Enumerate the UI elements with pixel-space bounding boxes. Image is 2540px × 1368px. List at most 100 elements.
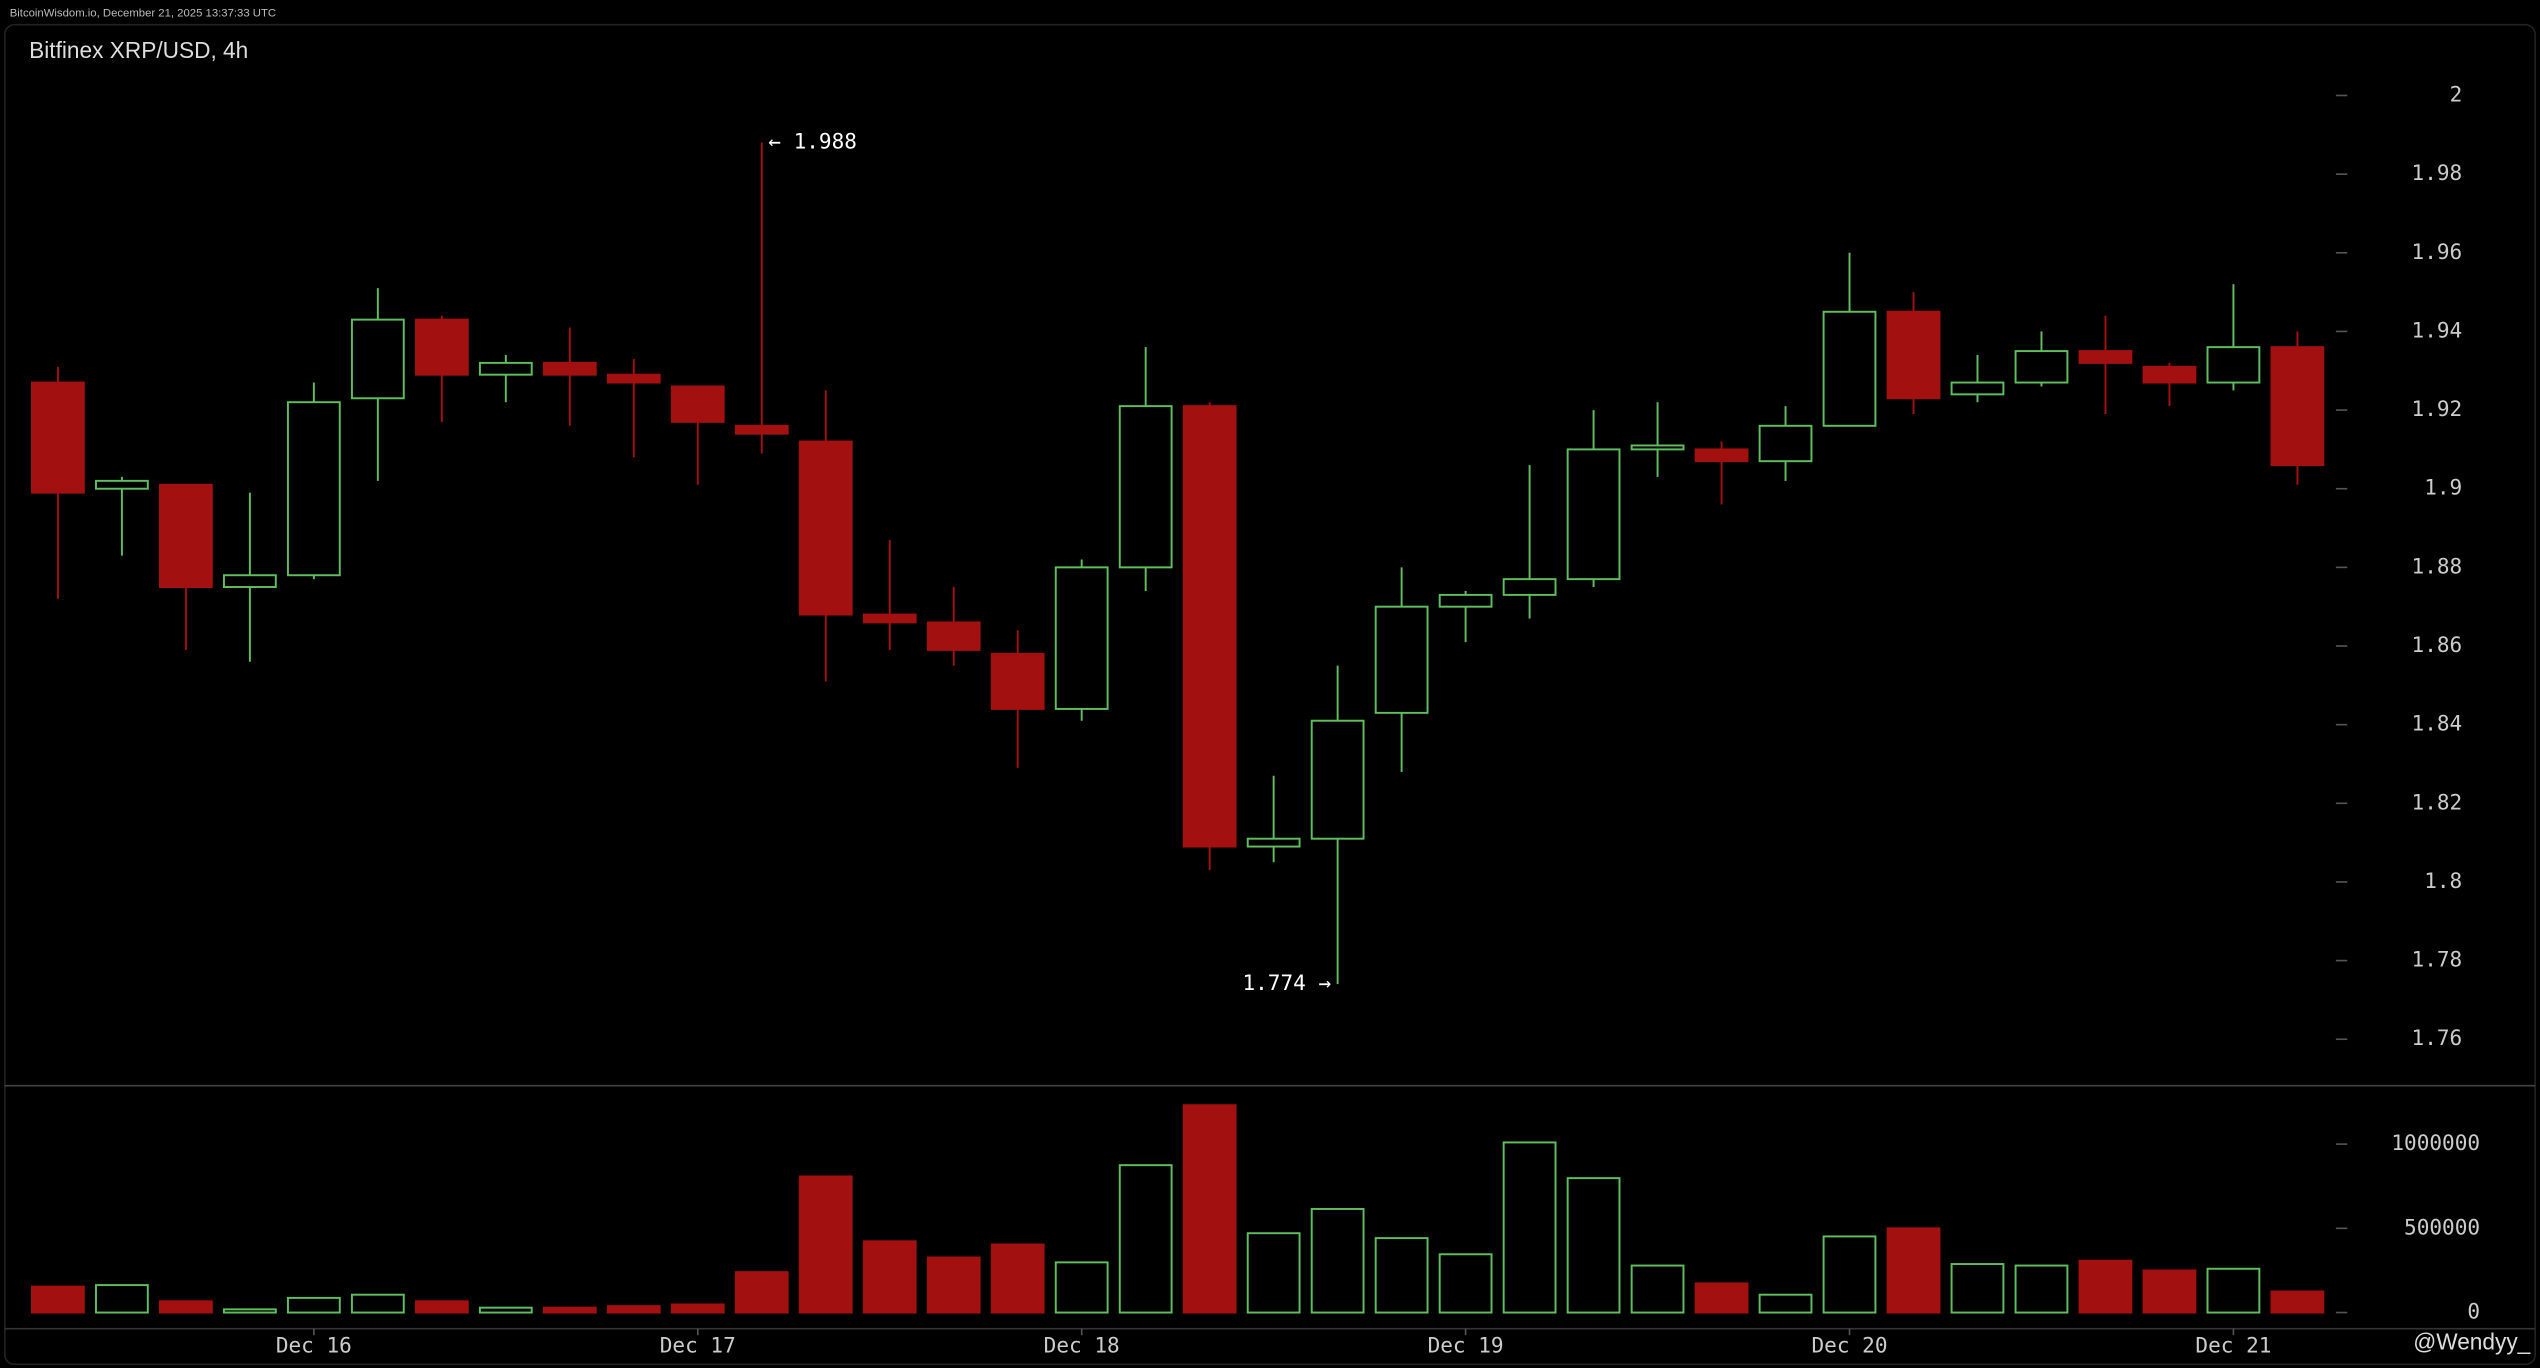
volume-bar <box>926 1256 981 1314</box>
x-tick-label: Dec 17 <box>660 1333 736 1358</box>
volume-bar <box>414 1300 469 1314</box>
volume-bar <box>1630 1264 1685 1314</box>
candle-body <box>1054 566 1109 710</box>
y-tick-label: 2 <box>2450 81 2463 106</box>
volume-bar <box>990 1243 1045 1314</box>
candle-body <box>31 381 85 494</box>
x-tick-label: Dec 19 <box>1428 1333 1504 1358</box>
y-tick-label: 1.78 <box>2412 947 2463 972</box>
y-tick-label: 1000000 <box>2391 1130 2480 1155</box>
candle-body <box>1310 719 1365 840</box>
y-tick-label: 1.82 <box>2412 789 2463 814</box>
y-tick-label: 1.92 <box>2412 396 2463 421</box>
candle-body <box>414 318 469 376</box>
candle-body <box>1502 578 1557 596</box>
candle-body <box>158 483 213 588</box>
candle-body <box>286 401 341 577</box>
source-header: BitcoinWisdom.io, December 21, 2025 13:3… <box>10 7 276 19</box>
volume-bar <box>158 1300 213 1314</box>
volume-bar <box>1886 1227 1941 1314</box>
candle-body <box>798 440 853 616</box>
volume-bar <box>1758 1293 1813 1314</box>
volume-bar <box>670 1303 725 1314</box>
volume-bar <box>1246 1232 1301 1314</box>
candle-body <box>222 574 277 588</box>
volume-bar <box>1118 1164 1173 1314</box>
volume-bar <box>286 1296 341 1314</box>
y-tick-label: 1.8 <box>2424 868 2462 893</box>
volume-bar <box>1054 1261 1109 1314</box>
volume-bar <box>1566 1177 1621 1314</box>
volume-bar <box>606 1305 661 1314</box>
volume-bar <box>1822 1235 1877 1314</box>
volume-bar <box>2078 1259 2133 1314</box>
volume-bar <box>1438 1253 1493 1314</box>
candle-body <box>2142 365 2197 384</box>
volume-bar <box>2142 1269 2197 1314</box>
y-tick-label: 1.84 <box>2412 711 2463 736</box>
volume-bar <box>31 1285 85 1314</box>
candle-body <box>1182 405 1237 848</box>
candle-body <box>670 385 725 423</box>
candle-body <box>542 361 597 376</box>
candle-body <box>2206 346 2261 384</box>
candle-body <box>1950 381 2005 396</box>
candle-body <box>1118 405 1173 569</box>
x-tick-label: Dec 18 <box>1044 1333 1120 1358</box>
candle-body <box>1630 444 1685 451</box>
y-tick-label: 1.9 <box>2424 475 2462 500</box>
volume-bar <box>798 1175 853 1314</box>
volume-bar <box>2014 1264 2069 1314</box>
x-tick-label: Dec 20 <box>1812 1333 1888 1358</box>
candle-body <box>1566 448 1621 581</box>
y-tick-label: 0 <box>2467 1299 2480 1324</box>
volume-bar <box>95 1284 149 1314</box>
candle-body <box>990 652 1045 710</box>
volume-bar <box>2270 1290 2325 1314</box>
x-tick-label: Dec 16 <box>276 1333 352 1358</box>
volume-bar <box>1182 1104 1237 1314</box>
candle-body <box>926 621 981 651</box>
candle-body <box>478 361 533 376</box>
candle-body <box>350 318 405 400</box>
y-tick-label: 1.76 <box>2412 1025 2463 1050</box>
volume-bar <box>478 1306 533 1314</box>
volume-bar <box>1950 1263 2005 1314</box>
y-tick-label: 500000 <box>2404 1214 2480 1239</box>
volume-bar <box>862 1240 917 1314</box>
candle-body <box>862 613 917 624</box>
candle-body <box>1822 310 1877 427</box>
y-tick-label: 1.98 <box>2412 160 2463 185</box>
candle-body <box>606 373 661 384</box>
volume-bar <box>2206 1267 2261 1314</box>
watermark: @Wendyy_ <box>2413 1328 2530 1354</box>
volume-bar <box>1310 1207 1365 1314</box>
volume-bar <box>734 1271 789 1314</box>
candle-body <box>1758 424 1813 463</box>
y-tick-label: 1.86 <box>2412 632 2463 657</box>
price-annotation: 1.774 → <box>1242 970 1331 995</box>
candle-body <box>2014 350 2069 384</box>
candle-body <box>2078 350 2133 364</box>
candle-body <box>1246 837 1301 848</box>
panel <box>4 23 2536 1366</box>
volume-bar <box>542 1306 597 1314</box>
y-tick-label: 1.94 <box>2412 317 2463 342</box>
candle-body <box>1886 310 1941 400</box>
candle-body <box>95 479 149 490</box>
volume-bar <box>1694 1282 1749 1314</box>
x-tick-label: Dec 21 <box>2195 1333 2271 1358</box>
volume-bar <box>350 1293 405 1314</box>
candle-body <box>2270 346 2325 467</box>
volume-bar <box>1502 1141 1557 1314</box>
candle-body <box>1438 593 1493 608</box>
candle-body <box>1374 605 1429 714</box>
volume-bar <box>222 1308 277 1314</box>
y-tick-label: 1.88 <box>2412 553 2463 578</box>
candle-body <box>1694 448 1749 463</box>
y-tick-label: 1.96 <box>2412 239 2463 264</box>
price-annotation: ← 1.988 <box>768 129 857 154</box>
candle-body <box>734 424 789 435</box>
